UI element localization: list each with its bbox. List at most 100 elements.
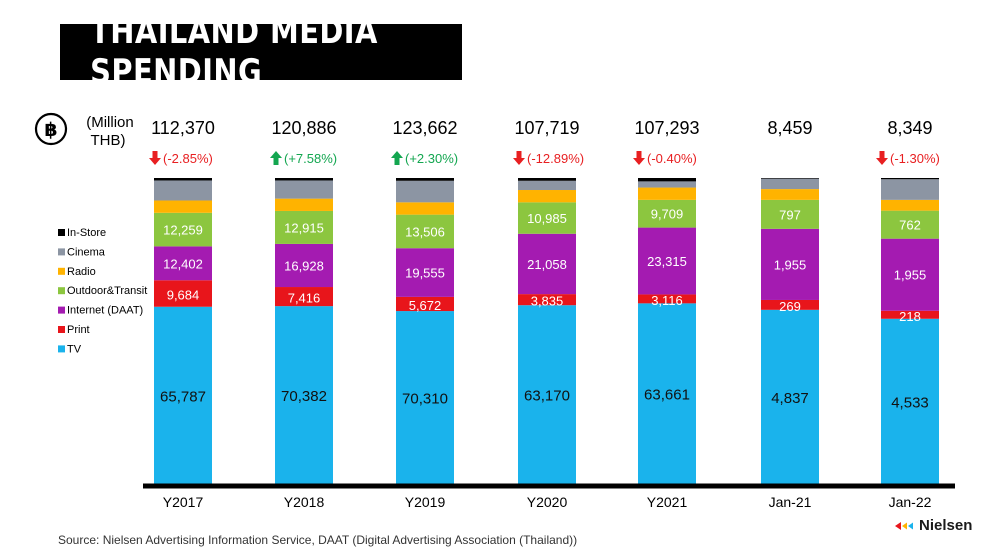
bar-segment-in-store xyxy=(638,178,696,182)
bar-segment-tv xyxy=(275,306,333,486)
bar-segment-internet-daat xyxy=(154,246,212,281)
bar-segment-radio xyxy=(638,187,696,200)
bar-segment-cinema xyxy=(638,181,696,188)
change-label: (-1.30%) xyxy=(890,151,940,166)
data-label-outdoor-transit: 10,985 xyxy=(527,211,567,226)
data-label-outdoor-transit: 9,709 xyxy=(651,207,684,222)
x-tick-label: Y2019 xyxy=(405,494,446,510)
bar-segment-in-store xyxy=(396,178,454,181)
source-note: Source: Nielsen Advertising Information … xyxy=(58,533,578,547)
arrow-down-icon xyxy=(513,151,525,165)
legend-item-print: Print xyxy=(58,324,90,336)
legend-swatch xyxy=(58,229,65,236)
baht-symbol: ฿ xyxy=(44,119,57,141)
data-label-tv: 70,382 xyxy=(281,388,327,405)
bar-segment-tv xyxy=(881,318,939,486)
bar-segment-tv xyxy=(761,309,819,486)
bar-segment-cinema xyxy=(881,179,939,200)
total-label: 112,370 xyxy=(151,118,215,138)
x-tick-label: Jan-21 xyxy=(769,494,812,510)
data-label-tv: 4,533 xyxy=(891,394,929,411)
x-tick-labels: Y2017 Y2018 Y2019 Y2020 Y2021 Jan-21 Jan-22 xyxy=(163,494,932,510)
bar-segment-outdoor-transit xyxy=(275,210,333,244)
bar-segment-radio xyxy=(761,189,819,200)
x-tick-label: Y2018 xyxy=(284,494,325,510)
total-label: 8,349 xyxy=(887,118,932,138)
bar-segment-print xyxy=(275,287,333,307)
legend-item-outdoor-transit: Outdoor&Transit xyxy=(58,285,147,297)
data-label-internet-daat: 1,955 xyxy=(894,268,927,283)
bar-segment-cinema xyxy=(396,180,454,203)
arrow-down-icon xyxy=(876,151,888,165)
data-label-print: 9,684 xyxy=(167,288,200,303)
total-label: 107,719 xyxy=(514,118,579,138)
data-label-internet-daat: 1,955 xyxy=(774,257,807,272)
bar-segment-radio xyxy=(396,202,454,215)
x-tick-label: Jan-22 xyxy=(889,494,932,510)
bar-segment-tv xyxy=(396,311,454,486)
bar-headers: 112,370 (-2.85%) 120,886 (+7.58%) 123,662 (+2… xyxy=(149,118,940,166)
bar-segment-outdoor-transit xyxy=(396,214,454,249)
bar-segment-outdoor-transit xyxy=(881,210,939,239)
nielsen-mark-icon xyxy=(895,521,913,530)
data-label-print: 3,116 xyxy=(651,293,683,308)
bar-segment-radio xyxy=(881,199,939,211)
bars: 65,787 9,684 12,402 12,259 70,382 7,416 16,928… xyxy=(154,178,939,486)
bar-segment-internet-daat xyxy=(761,228,819,300)
bar-segment-outdoor-transit xyxy=(761,199,819,229)
data-label-internet-daat: 23,315 xyxy=(647,254,687,269)
total-label: 123,662 xyxy=(392,118,457,138)
data-label-print: 7,416 xyxy=(288,291,321,306)
data-label-internet-daat: 16,928 xyxy=(284,258,324,273)
unit-label-line2: THB) xyxy=(91,132,126,149)
bar-segment-cinema xyxy=(761,178,819,190)
legend-label: Cinema xyxy=(67,246,106,258)
bar-segment-radio xyxy=(518,190,576,203)
legend-swatch xyxy=(58,326,65,333)
bar-segment-print xyxy=(881,310,939,319)
bar-segment-radio xyxy=(154,200,212,213)
bar-segment-in-store xyxy=(154,178,212,181)
bar-segment-outdoor-transit xyxy=(638,199,696,228)
legend-item-internet-daat: Internet (DAAT) xyxy=(58,305,143,317)
bar-segment-cinema xyxy=(518,180,576,191)
bar-segment-print xyxy=(154,280,212,307)
legend-label: TV xyxy=(67,343,82,355)
bar-segment-cinema xyxy=(154,180,212,201)
unit-label-line1: (Million xyxy=(86,114,134,131)
legend-item-radio: Radio xyxy=(58,266,96,278)
bar-segment-print xyxy=(638,294,696,304)
x-tick-label: Y2021 xyxy=(647,494,688,510)
x-tick-label: Y2020 xyxy=(527,494,568,510)
legend-swatch xyxy=(58,248,65,256)
arrow-down-icon xyxy=(149,151,161,165)
bar-segment-tv xyxy=(638,303,696,486)
legend-swatch xyxy=(58,287,65,295)
bar-segment-tv xyxy=(518,305,576,486)
data-label-print: 218 xyxy=(899,309,921,324)
bar-segment-tv xyxy=(154,306,212,486)
legend-label: Outdoor&Transit xyxy=(67,285,147,297)
legend-label: In-Store xyxy=(67,227,106,239)
bar-segment-outdoor-transit xyxy=(518,202,576,234)
legend-label: Print xyxy=(67,324,90,336)
change-label: (-0.40%) xyxy=(647,151,697,166)
data-label-tv: 63,170 xyxy=(524,388,570,405)
nielsen-logo: Nielsen xyxy=(893,517,972,534)
total-label: 120,886 xyxy=(271,118,336,138)
data-label-outdoor-transit: 12,259 xyxy=(163,223,203,238)
baht-icon: ฿ xyxy=(34,112,68,146)
bar-segment-cinema xyxy=(275,180,333,199)
arrow-down-icon xyxy=(633,151,645,165)
bar-segment-internet-daat xyxy=(881,238,939,311)
bar-segment-internet-daat xyxy=(396,248,454,297)
x-tick-label: Y2017 xyxy=(163,494,204,510)
bar-segment-in-store xyxy=(518,178,576,181)
bar-segment-radio xyxy=(275,198,333,211)
legend: In-Store Cinema Radio Outdoor&Transit Intern… xyxy=(58,227,147,355)
legend-item-in-store: In-Store xyxy=(58,227,106,239)
data-label-internet-daat: 12,402 xyxy=(163,256,203,271)
legend-swatch xyxy=(58,306,65,314)
total-label: 8,459 xyxy=(767,118,812,138)
